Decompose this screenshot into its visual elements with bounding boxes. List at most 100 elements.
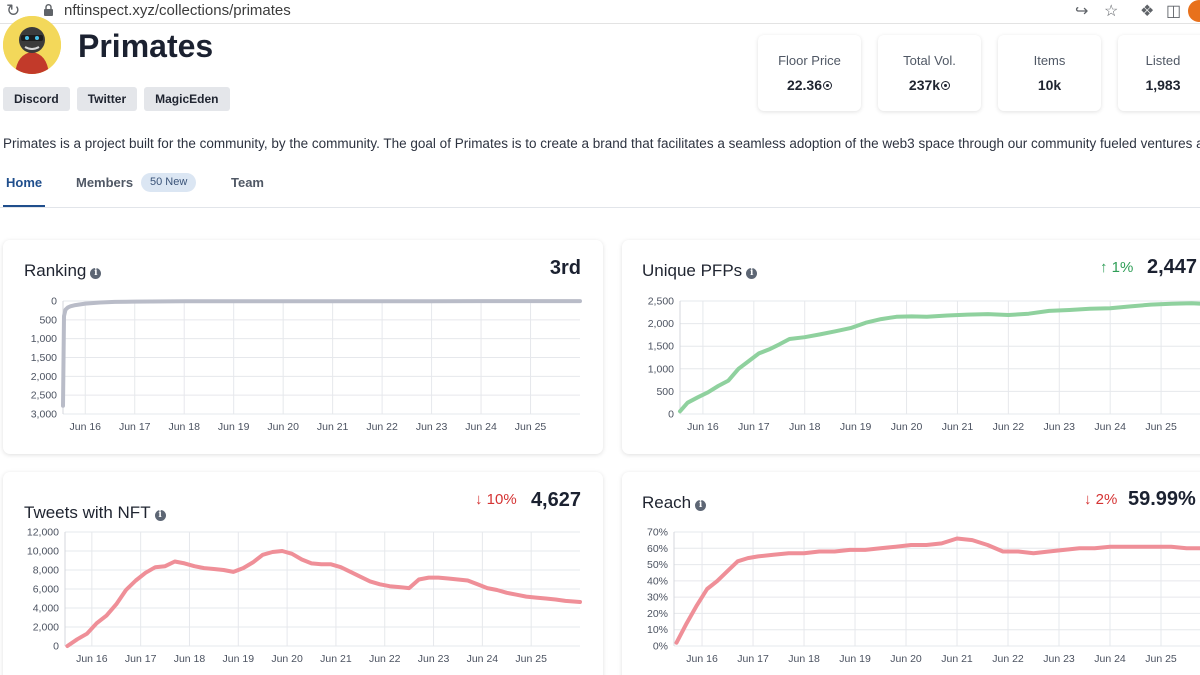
- reach-change: ↓ 2%: [1084, 491, 1118, 508]
- x-tick-label: Jun 24: [467, 653, 499, 665]
- tab-bar: Home Members 50 New Team: [0, 170, 1200, 208]
- reach-card: Reach i ↓ 2% 59.99% 0% 10% 20% 30% 40% 50% 60% 7…: [622, 472, 1200, 675]
- x-tick-label: Jun 22: [366, 421, 398, 433]
- x-tick-label: Jun 24: [1094, 653, 1126, 665]
- tab-members-label: Members: [76, 175, 134, 190]
- x-tick-label: Jun 20: [271, 653, 303, 665]
- stat-label: Items: [1033, 53, 1066, 68]
- x-tick-label: Jun 22: [993, 421, 1025, 433]
- unique-pfps-chart: 0 500 1,000 1,500 2,000 2,500 Jun 16 Jun 17 Jun …: [648, 296, 1200, 433]
- x-tick-label: Jun 18: [789, 421, 821, 433]
- y-tick-label: 500: [39, 314, 57, 326]
- x-tick-label: Jun 21: [317, 421, 349, 433]
- share-icon[interactable]: ↪: [1075, 3, 1089, 20]
- x-tick-label: Jun 24: [465, 421, 497, 433]
- page-title: Primates: [78, 28, 214, 64]
- info-icon[interactable]: i: [154, 510, 166, 521]
- x-tick-label: Jun 16: [686, 653, 718, 665]
- stat-total-volume: Total Vol. 237k: [878, 35, 981, 111]
- twitter-link[interactable]: Twitter: [76, 87, 138, 111]
- x-tick-label: Jun 23: [418, 653, 450, 665]
- card-title: Ranking i: [24, 261, 102, 281]
- puzzle-icon[interactable]: ❖: [1140, 3, 1155, 20]
- unique-pfps-card: Unique PFPs i ↑ 1% 2,447 0 500 1,000 1,500 2,…: [622, 240, 1200, 454]
- x-tick-label: Jun 25: [1145, 421, 1177, 433]
- y-tick-label: 40%: [647, 575, 668, 587]
- info-icon[interactable]: i: [695, 500, 707, 511]
- card-title: Tweets with NFT i: [24, 503, 166, 523]
- x-tick-label: Jun 19: [839, 653, 871, 665]
- active-tab-indicator: [3, 205, 45, 207]
- x-tick-label: Jun 21: [942, 421, 974, 433]
- card-title: Unique PFPs i: [642, 261, 758, 281]
- stat-value: 237k: [878, 77, 981, 93]
- series-line: [65, 549, 582, 648]
- y-tick-label: 20%: [647, 608, 668, 620]
- y-tick-label: 2,000: [33, 622, 59, 634]
- pfps-change: ↑ 1%: [1100, 259, 1134, 276]
- x-tick-label: Jun 16: [76, 653, 108, 665]
- stat-floor-price: Floor Price 22.36: [758, 35, 861, 111]
- reload-icon[interactable]: ↻: [6, 1, 21, 20]
- tweets-chart: 0 2,000 4,000 6,000 8,000 10,000 12,000 Jun 16 J…: [27, 527, 582, 665]
- x-tick-label: Jun 21: [941, 653, 973, 665]
- y-tick-label: 2,000: [31, 371, 57, 383]
- x-tick-label: Jun 24: [1094, 421, 1126, 433]
- tab-members[interactable]: Members: [76, 175, 133, 190]
- pfps-value: 2,447: [1147, 256, 1198, 278]
- x-tick-label: Jun 20: [267, 421, 299, 433]
- social-links: Discord Twitter MagicEden: [3, 87, 230, 111]
- members-new-badge: 50 New: [141, 173, 197, 192]
- stat-value: 22.36: [758, 77, 861, 93]
- ranking-card: Ranking i 3rd 0 500 1,000 1,500 2,000 2,500 3,0…: [3, 240, 603, 454]
- x-tick-label: Jun 16: [687, 421, 719, 433]
- profile-avatar[interactable]: [1188, 0, 1200, 22]
- y-tick-label: 8,000: [33, 565, 59, 577]
- info-icon[interactable]: i: [90, 268, 102, 279]
- x-tick-label: Jun 18: [174, 653, 206, 665]
- series-line: [674, 536, 1200, 645]
- x-tick-label: Jun 17: [119, 421, 151, 433]
- magiceden-link[interactable]: MagicEden: [144, 87, 230, 111]
- x-tick-label: Jun 23: [416, 421, 448, 433]
- x-tick-label: Jun 25: [515, 653, 547, 665]
- ranking-chart: 0 500 1,000 1,500 2,000 2,500 3,000 Jun 16 Jun 1…: [31, 296, 582, 433]
- stat-value: 10k: [1037, 77, 1062, 93]
- series-line: [61, 299, 582, 408]
- y-tick-label: 0%: [653, 641, 668, 653]
- y-tick-label: 1,500: [31, 352, 57, 364]
- y-tick-label: 1,000: [31, 333, 57, 345]
- x-tick-label: Jun 17: [737, 653, 769, 665]
- sol-icon: [823, 81, 833, 90]
- y-tick-label: 50%: [647, 559, 668, 571]
- sol-icon: [941, 81, 951, 90]
- x-tick-label: Jun 19: [218, 421, 250, 433]
- star-icon[interactable]: ☆: [1104, 3, 1119, 20]
- stat-label: Listed: [1145, 53, 1181, 68]
- tweets-card: Tweets with NFT i ↓ 10% 4,627 0 2,000 4,000…: [3, 472, 603, 675]
- stat-label: Floor Price: [778, 53, 841, 68]
- tab-team[interactable]: Team: [231, 175, 264, 190]
- tab-home[interactable]: Home: [6, 175, 43, 190]
- x-tick-label: Jun 23: [1043, 653, 1075, 665]
- lock-icon: [44, 4, 53, 16]
- series-line: [678, 301, 1200, 414]
- y-tick-label: 4,000: [33, 603, 59, 615]
- discord-link[interactable]: Discord: [3, 87, 70, 111]
- y-tick-label: 10,000: [27, 546, 59, 558]
- y-tick-label: 1,000: [648, 363, 674, 375]
- tweets-change: ↓ 10%: [475, 491, 517, 508]
- address-bar[interactable]: nftinspect.xyz/collections/primates: [64, 2, 291, 19]
- y-tick-label: 30%: [647, 592, 668, 604]
- y-tick-label: 0: [668, 409, 674, 421]
- collection-description: Primates is a project built for the comm…: [3, 136, 1200, 151]
- x-tick-label: Jun 22: [992, 653, 1024, 665]
- y-tick-label: 70%: [647, 527, 668, 539]
- reach-value: 59.99%: [1128, 488, 1196, 510]
- y-tick-label: 0: [51, 296, 57, 308]
- sidebar-icon[interactable]: ◫: [1166, 3, 1182, 20]
- y-tick-label: 6,000: [33, 584, 59, 596]
- info-icon[interactable]: i: [746, 268, 758, 279]
- y-tick-label: 60%: [647, 543, 668, 555]
- y-tick-label: 2,000: [648, 318, 674, 330]
